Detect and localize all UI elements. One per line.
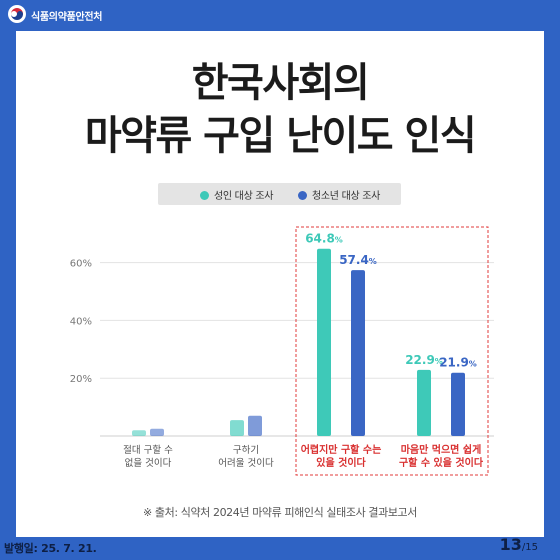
top-bar: 식품의약품안전처 <box>0 0 560 30</box>
source-note: ※ 출처: 식약처 2024년 마약류 피해인식 실태조사 결과보고서 <box>142 506 418 519</box>
legend-item-adult: 성인 대상 조사 <box>200 187 273 202</box>
government-emblem-icon <box>8 5 26 23</box>
x-tick-label: 구하기 <box>233 444 259 456</box>
y-tick-label: 60% <box>70 259 92 270</box>
bar-youth <box>351 270 365 436</box>
content-card: 한국사회의 마약류 구입 난이도 인식 성인 대상 조사 청소년 대상 조사 <box>16 31 544 537</box>
bar-youth <box>248 415 262 436</box>
page-total: /15 <box>521 542 538 553</box>
x-tick-label: 절대 구할 수 <box>123 444 173 456</box>
legend-label-youth: 청소년 대상 조사 <box>312 191 381 202</box>
chart-legend: 성인 대상 조사 청소년 대상 조사 <box>158 183 401 205</box>
data-label: 21.9% <box>439 356 477 370</box>
bar-youth <box>451 372 465 436</box>
data-label: 57.4% <box>339 253 377 267</box>
x-tick-label: 없을 것이다 <box>125 457 172 469</box>
x-tick-label: 구할 수 있을 것이다 <box>399 456 484 469</box>
page-title-line2: 마약류 구입 난이도 인식 <box>84 113 477 159</box>
bar-adult <box>132 430 146 436</box>
highlight-box <box>295 226 489 476</box>
bar-adult <box>317 248 331 436</box>
y-tick-label: 20% <box>70 374 92 385</box>
agency-name: 식품의약품안전처 <box>31 12 103 23</box>
bar-adult <box>417 369 431 436</box>
bar-youth <box>150 428 164 436</box>
issue-date: 발행일: 25. 7. 21. <box>4 542 97 555</box>
legend-label-adult: 성인 대상 조사 <box>214 191 274 202</box>
x-tick-label: 마음만 먹으면 쉽게 <box>401 443 482 456</box>
y-tick-label: 40% <box>70 316 92 327</box>
x-tick-label: 어렵지만 구할 수는 <box>301 443 382 456</box>
page-current: 13 <box>499 535 522 554</box>
bar-adult <box>230 420 244 436</box>
page-title-line1: 한국사회의 <box>191 60 370 106</box>
legend-dot-adult <box>200 191 209 200</box>
legend-item-youth: 청소년 대상 조사 <box>298 187 380 202</box>
data-label: 22.9% <box>405 353 443 367</box>
data-label: 64.8% <box>305 232 343 246</box>
x-tick-label: 어려울 것이다 <box>218 457 274 469</box>
page-number: 13/15 <box>500 535 538 554</box>
x-tick-label: 있을 것이다 <box>316 456 366 469</box>
legend-dot-youth <box>298 191 307 200</box>
